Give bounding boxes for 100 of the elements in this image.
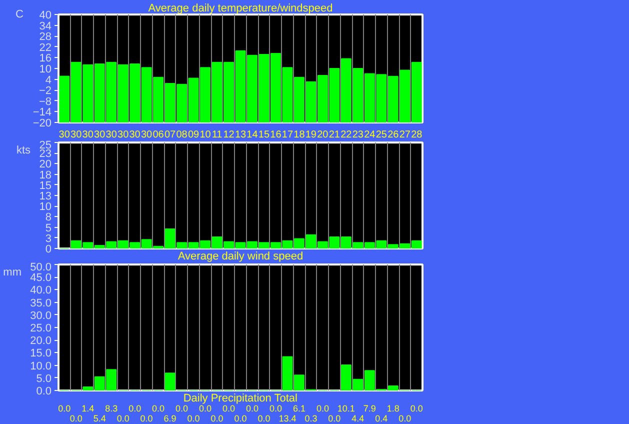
data-label: 4.4 bbox=[352, 414, 364, 424]
x-tick-label: 25 bbox=[376, 130, 388, 140]
text: Average daily wind speed bbox=[178, 250, 304, 262]
x-tick-label: 21 bbox=[328, 130, 340, 140]
data-label: 0.4 bbox=[375, 414, 388, 424]
text: Daily Precipitation Total bbox=[183, 392, 298, 404]
y-tick-label: −20 bbox=[32, 118, 52, 130]
y-tick-label: 0 bbox=[45, 244, 52, 256]
data-label: 0.0 bbox=[328, 414, 341, 424]
x-tick-label: 10 bbox=[200, 130, 212, 140]
data-label: 0.0 bbox=[269, 404, 282, 414]
data-label: 0.0 bbox=[116, 414, 130, 424]
y-axis-title: kts bbox=[16, 144, 31, 156]
x-tick-label: 15 bbox=[258, 130, 270, 140]
data-label: 0.0 bbox=[176, 404, 188, 414]
x-tick-label: 11 bbox=[212, 130, 223, 140]
y-tick-label: 15 bbox=[39, 180, 52, 192]
y-tick-label: 35.0 bbox=[30, 297, 52, 310]
data-label: 10.1 bbox=[337, 404, 355, 414]
data-label: 0.0 bbox=[222, 404, 236, 414]
data-label: 0.0 bbox=[398, 414, 412, 424]
y-tick-label: 16 bbox=[39, 52, 52, 65]
y-tick-label: −8 bbox=[38, 96, 52, 108]
x-tick-label: 18 bbox=[294, 130, 306, 140]
x-tick-label: 30 bbox=[58, 130, 70, 140]
x-tick-label: 14 bbox=[246, 130, 258, 140]
data-label: 0.0 bbox=[128, 404, 142, 414]
y-tick-label: 18 bbox=[39, 169, 52, 182]
y-tick-label: 13 bbox=[39, 190, 52, 202]
y-tick-label: −14 bbox=[32, 106, 52, 119]
y-tick-label: 23 bbox=[39, 148, 52, 160]
x-tick-label: 30 bbox=[141, 130, 153, 140]
data-label: 1.4 bbox=[82, 404, 94, 414]
data-label: 0.0 bbox=[70, 414, 82, 424]
data-label: 5.4 bbox=[93, 414, 106, 424]
y-tick-label: 25.0 bbox=[30, 322, 52, 334]
y-tick-label: 30.0 bbox=[30, 310, 52, 322]
x-tick-label: 30 bbox=[106, 130, 118, 140]
y-tick-label: 15.0 bbox=[30, 348, 52, 360]
x-tick-label: 16 bbox=[270, 130, 282, 140]
x-tick-label: 28 bbox=[411, 130, 423, 140]
data-label: 0.0 bbox=[210, 414, 224, 424]
x-tick-label: 08 bbox=[176, 130, 188, 140]
y-tick-label: 10 bbox=[39, 201, 52, 214]
x-tick-label: 06 bbox=[152, 130, 164, 140]
data-label: 0.0 bbox=[258, 414, 270, 424]
x-tick-label: 30 bbox=[82, 130, 94, 140]
x-tick-label: 19 bbox=[305, 130, 317, 140]
data-label: 7.9 bbox=[363, 404, 376, 414]
x-tick-label: 30 bbox=[129, 130, 141, 140]
y-tick-label: −2 bbox=[38, 85, 52, 98]
data-label: 0.0 bbox=[234, 414, 247, 424]
x-tick-label: 13 bbox=[234, 130, 246, 140]
y-tick-label: 3 bbox=[45, 232, 52, 245]
data-label: 6.9 bbox=[164, 414, 176, 424]
x-tick-label: 30 bbox=[94, 130, 106, 140]
y-tick-label: 50.0 bbox=[30, 262, 52, 274]
bar bbox=[164, 372, 176, 390]
data-label: 0.0 bbox=[410, 404, 423, 414]
x-tick-label: 27 bbox=[399, 130, 411, 140]
y-tick-label: 10 bbox=[39, 64, 52, 76]
x-tick-label: 22 bbox=[340, 130, 352, 140]
data-label: 1.8 bbox=[386, 404, 400, 414]
data-label: 8.3 bbox=[105, 404, 118, 414]
data-label: 0.3 bbox=[304, 414, 318, 424]
data-label: 6.1 bbox=[292, 404, 306, 414]
chart-title: Average daily temperature/windspeed bbox=[148, 2, 333, 14]
y-axis-title: C bbox=[16, 8, 24, 20]
y-tick-label: 10.0 bbox=[30, 360, 52, 372]
x-tick-label: 30 bbox=[70, 130, 82, 140]
y-tick-label: 22 bbox=[39, 42, 52, 54]
data-label: 0.0 bbox=[199, 404, 212, 414]
y-tick-label: 0.0 bbox=[36, 386, 52, 398]
y-tick-label: 34 bbox=[39, 20, 52, 32]
y-tick-label: 40.0 bbox=[30, 284, 52, 297]
y-tick-label: 45.0 bbox=[30, 272, 52, 284]
y-tick-label: 5.0 bbox=[36, 372, 52, 385]
y-tick-label: 5 bbox=[45, 222, 52, 234]
x-tick-label: 26 bbox=[388, 130, 400, 140]
y-tick-label: 20.0 bbox=[30, 335, 52, 348]
data-label: 0.0 bbox=[140, 414, 153, 424]
x-tick-label: 23 bbox=[352, 130, 364, 140]
y-tick-label: 40 bbox=[39, 10, 52, 22]
x-tick-label: 24 bbox=[364, 130, 376, 140]
x-tick-label: 20 bbox=[317, 130, 329, 140]
x-tick-label: 30 bbox=[118, 130, 130, 140]
data-label: 13.4 bbox=[278, 414, 296, 424]
data-label: 0.0 bbox=[316, 404, 329, 414]
data-label: 0.0 bbox=[152, 404, 165, 414]
x-tick-label: 12 bbox=[223, 130, 235, 140]
data-label: 0.0 bbox=[246, 404, 258, 414]
y-axis-title: mm bbox=[3, 266, 22, 278]
x-tick-label: 17 bbox=[282, 130, 294, 140]
y-tick-label: 20 bbox=[39, 158, 52, 171]
y-tick-label: 4 bbox=[45, 74, 52, 86]
data-label: 0.0 bbox=[58, 404, 71, 414]
data-label: 0.0 bbox=[187, 414, 200, 424]
x-tick-label: 09 bbox=[188, 130, 200, 140]
y-tick-label: 8 bbox=[45, 212, 52, 224]
x-tick-label: 07 bbox=[164, 130, 176, 140]
